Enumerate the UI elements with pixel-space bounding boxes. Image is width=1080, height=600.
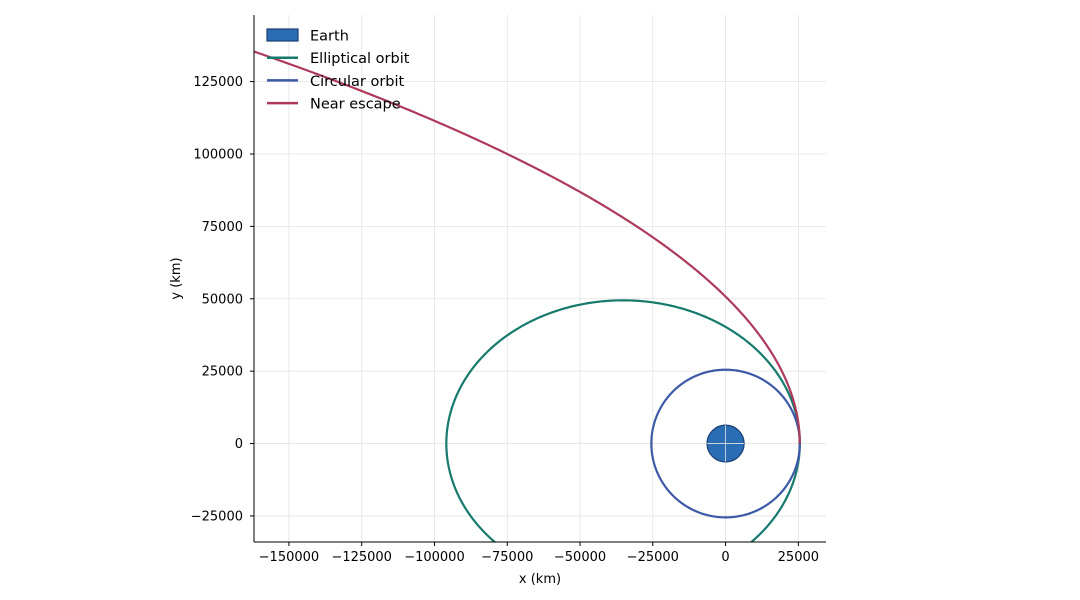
legend-label-2: Near escape [310, 97, 401, 113]
x-tick-label: −125000 [331, 550, 392, 565]
plot-area [254, 50, 801, 542]
legend-swatch-earth [266, 28, 299, 42]
x-tick-label: −150000 [259, 550, 320, 565]
y-tick-label: 0 [235, 437, 243, 452]
y-tick-label: 50000 [202, 292, 243, 307]
x-tick-label: −25000 [627, 550, 679, 565]
legend: Earth Elliptical orbit Circular orbit Near … [266, 28, 410, 113]
y-tick-label: 75000 [202, 220, 243, 235]
y-tick-label: 125000 [193, 75, 243, 90]
axes [253, 15, 826, 543]
x-axis-label: x (km) [519, 572, 561, 587]
y-tick-label: 100000 [193, 147, 243, 162]
legend-label-0: Elliptical orbit [310, 51, 410, 67]
x-tick-label: −75000 [481, 550, 533, 565]
x-tick-label: −100000 [404, 550, 465, 565]
x-tick-label: 25000 [778, 550, 819, 565]
legend-label-earth: Earth [310, 29, 349, 45]
x-tick-label: 0 [721, 550, 729, 565]
series-line-2 [254, 50, 801, 445]
x-tick-label: −50000 [554, 550, 606, 565]
y-tick-label: 25000 [202, 365, 243, 380]
ticks: −150000 −125000 −100000 −75000 −50000 −25000 0… [191, 75, 819, 565]
y-tick-label: −25000 [191, 509, 243, 524]
legend-label-1: Circular orbit [310, 74, 405, 90]
y-axis-label: y (km) [169, 257, 184, 299]
grid [254, 15, 826, 542]
